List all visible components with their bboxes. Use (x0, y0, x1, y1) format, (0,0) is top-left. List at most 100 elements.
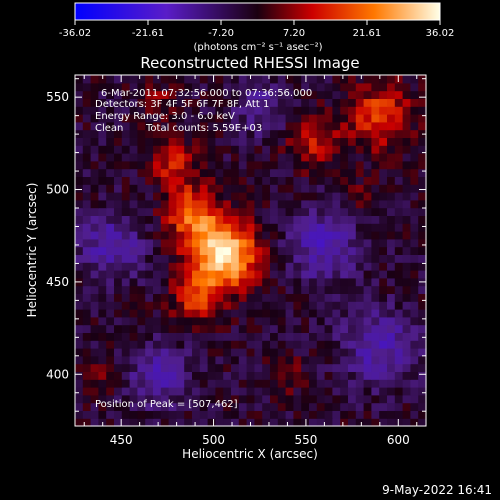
heatmap-cell (270, 270, 279, 279)
heatmap-cell (387, 207, 396, 216)
heatmap-cell (402, 106, 411, 115)
heatmap-cell (410, 238, 419, 248)
heatmap-cell (316, 387, 326, 396)
heatmap-cell (176, 348, 185, 357)
heatmap-cell (285, 121, 294, 131)
heatmap-cell (394, 176, 404, 185)
heatmap-cell (82, 363, 92, 372)
heatmap-cell (82, 410, 92, 419)
heatmap-cell (231, 394, 240, 404)
heatmap-cell (246, 293, 255, 302)
heatmap-cell (285, 199, 294, 209)
heatmap-cell (355, 98, 365, 107)
heatmap-cell (254, 137, 263, 146)
heatmap-cell (75, 285, 84, 294)
heatmap-cell (270, 75, 279, 84)
heatmap-cell (199, 394, 209, 404)
heatmap-cell (223, 410, 232, 419)
heatmap-cell (379, 207, 388, 216)
heatmap-cell (168, 106, 177, 115)
heatmap-cell (121, 340, 131, 349)
heatmap-cell (293, 340, 302, 349)
heatmap-cell (160, 418, 170, 427)
heatmap-cell (363, 98, 372, 107)
heatmap-cell (387, 254, 396, 263)
heatmap-cell (394, 246, 404, 255)
heatmap-cell (418, 82, 427, 92)
heatmap-cell (207, 223, 216, 232)
heatmap-cell (402, 324, 411, 333)
annotation-detectors: Detectors: 3F 4F 5F 6F 7F 8F, Att 1 (95, 99, 269, 110)
heatmap-cell (371, 137, 380, 146)
heatmap-cell (316, 168, 326, 177)
heatmap-cell (246, 402, 255, 411)
heatmap-cell (199, 98, 209, 107)
heatmap-cell (153, 238, 162, 248)
heatmap-cell (309, 153, 318, 162)
heatmap-cell (238, 270, 248, 279)
heatmap-cell (75, 153, 84, 162)
heatmap-cell (192, 285, 201, 294)
heatmap-cell (402, 145, 411, 154)
heatmap-cell (207, 184, 216, 193)
heatmap-cell (129, 246, 138, 255)
heatmap-cell (277, 285, 287, 294)
heatmap-cell (223, 223, 232, 232)
heatmap-cell (418, 160, 427, 170)
heatmap-cell (192, 238, 201, 248)
heatmap-cell (293, 90, 302, 99)
heatmap-cell (402, 82, 411, 92)
heatmap-cell (355, 75, 365, 84)
heatmap-cell (285, 160, 294, 170)
heatmap-cell (340, 340, 349, 349)
heatmap-cell (371, 207, 380, 216)
heatmap-cell (379, 98, 388, 107)
heatmap-cell (223, 262, 232, 271)
heatmap-cell (324, 293, 333, 302)
heatmap-cell (98, 114, 107, 123)
heatmap-cell (355, 348, 365, 357)
heatmap-cell (238, 355, 248, 365)
heatmap-cell (254, 262, 263, 271)
heatmap-cell (160, 153, 170, 162)
heatmap-cell (153, 199, 162, 209)
heatmap-cell (129, 410, 138, 419)
heatmap-cell (145, 207, 154, 216)
heatmap-cell (176, 254, 185, 263)
heatmap-cell (363, 285, 372, 294)
heatmap-cell (277, 277, 287, 287)
heatmap-cell (176, 223, 185, 232)
heatmap-cell (309, 387, 318, 396)
heatmap-cell (410, 184, 419, 193)
heatmap-cell (238, 160, 248, 170)
heatmap-cell (402, 285, 411, 294)
heatmap-cell (121, 355, 131, 365)
heatmap-cell (98, 348, 107, 357)
heatmap-cell (246, 184, 255, 193)
heatmap-cell (348, 75, 357, 84)
heatmap-cell (363, 309, 372, 318)
heatmap-cell (394, 98, 404, 107)
heatmap-cell (363, 293, 372, 302)
heatmap-cell (363, 231, 372, 240)
heatmap-cell (246, 238, 255, 248)
heatmap-cell (82, 106, 92, 115)
heatmap-cell (262, 402, 271, 411)
heatmap-cell (316, 418, 326, 427)
heatmap-cell (192, 379, 201, 388)
heatmap-cell (355, 324, 365, 333)
heatmap-cell (340, 106, 349, 115)
heatmap-cell (285, 153, 294, 162)
heatmap-cell (262, 184, 271, 193)
heatmap-cell (90, 394, 99, 404)
heatmap-cell (98, 309, 107, 318)
heatmap-cell (379, 246, 388, 255)
heatmap-cell (153, 254, 162, 263)
heatmap-cell (277, 121, 287, 131)
heatmap-cell (402, 387, 411, 396)
heatmap-cell (199, 332, 209, 341)
heatmap-cell (106, 223, 115, 232)
heatmap-cell (184, 137, 193, 146)
heatmap-cell (340, 75, 349, 84)
heatmap-cell (316, 254, 326, 263)
